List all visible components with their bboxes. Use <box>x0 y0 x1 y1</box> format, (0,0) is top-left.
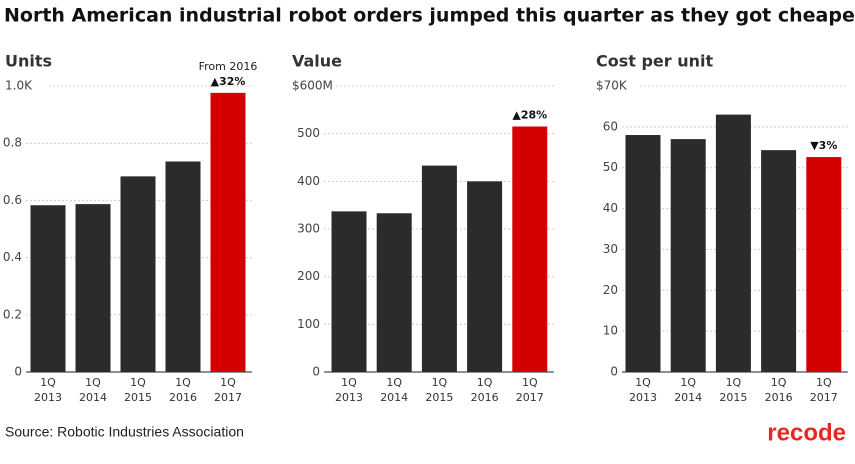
y-tick-label: $70K <box>596 79 628 93</box>
x-tick-line: 1Q <box>771 376 787 389</box>
x-tick-line: 2014 <box>674 391 702 404</box>
x-tick-label: 1Q 2014 <box>380 376 408 404</box>
x-tick-line: 2017 <box>214 391 242 404</box>
y-tick-label: 0.2 <box>3 307 22 321</box>
bar <box>761 150 797 372</box>
y-tick-label: 0 <box>14 365 22 379</box>
bar <box>331 211 367 372</box>
x-tick-label: 1Q 2015 <box>719 376 747 404</box>
x-tick-line: 2016 <box>765 391 793 404</box>
x-tick-label: 1Q 2017 <box>810 376 838 404</box>
x-tick-line: 1Q <box>175 376 191 389</box>
annotation: ▲28% <box>512 109 547 122</box>
x-tick-line: 2013 <box>335 391 363 404</box>
x-tick-line: 1Q <box>40 376 56 389</box>
x-tick-line: 2015 <box>425 391 453 404</box>
bar <box>421 165 457 372</box>
bar <box>210 92 246 372</box>
bar <box>30 205 66 372</box>
x-tick-line: 1Q <box>220 376 236 389</box>
x-tick-label: 1Q 2016 <box>169 376 197 404</box>
x-tick-line: 2014 <box>380 391 408 404</box>
y-tick-label: 30 <box>603 242 618 256</box>
bar <box>75 204 111 372</box>
bar <box>670 139 706 372</box>
x-tick-line: 1Q <box>680 376 696 389</box>
x-tick-label: 1Q 2017 <box>214 376 242 404</box>
x-tick-line: 1Q <box>477 376 493 389</box>
x-tick-line: 1Q <box>432 376 448 389</box>
y-tick-label: 100 <box>297 317 320 331</box>
y-tick-label: 0 <box>312 365 320 379</box>
bar <box>715 114 751 372</box>
bar <box>625 135 661 372</box>
x-tick-line: 1Q <box>341 376 357 389</box>
y-tick-label: $600M <box>292 79 333 93</box>
y-tick-label: 0.8 <box>3 136 22 150</box>
y-tick-label: 20 <box>603 283 618 297</box>
y-tick-label: 200 <box>297 269 320 283</box>
source: Source: Robotic Industries Association <box>5 424 244 440</box>
x-tick-line: 2013 <box>629 391 657 404</box>
y-tick-label: 1.0K <box>5 79 33 93</box>
x-tick-line: 1Q <box>635 376 651 389</box>
panel-title: Units <box>5 52 52 71</box>
x-tick-label: 1Q 2015 <box>425 376 453 404</box>
bar <box>806 157 842 372</box>
bar <box>165 161 201 372</box>
bar <box>512 126 548 373</box>
page-title: North American industrial robot orders j… <box>4 5 855 27</box>
y-tick-label: 400 <box>297 174 320 188</box>
x-tick-line: 1Q <box>386 376 402 389</box>
x-tick-label: 1Q 2016 <box>765 376 793 404</box>
logo: recode <box>767 419 846 446</box>
y-tick-label: 0 <box>610 365 618 379</box>
y-tick-label: 0.4 <box>3 250 22 264</box>
y-tick-label: 300 <box>297 222 320 236</box>
x-tick-line: 1Q <box>816 376 832 389</box>
x-tick-line: 2017 <box>516 391 544 404</box>
bar <box>120 176 156 372</box>
x-tick-line: 2013 <box>34 391 62 404</box>
y-tick-label: 40 <box>603 201 618 215</box>
x-tick-label: 1Q 2017 <box>516 376 544 404</box>
y-tick-label: 50 <box>603 160 618 174</box>
annotation-note: From 2016 <box>199 60 258 73</box>
annotation: ▼3% <box>810 139 837 152</box>
x-tick-line: 1Q <box>130 376 146 389</box>
y-tick-label: 500 <box>297 126 320 140</box>
x-tick-label: 1Q 2014 <box>79 376 107 404</box>
bar <box>376 213 412 372</box>
y-tick-label: 10 <box>603 324 618 338</box>
bar <box>467 181 503 372</box>
panel-title: Cost per unit <box>596 52 714 71</box>
y-tick-label: 0.6 <box>3 193 22 207</box>
x-tick-label: 1Q 2014 <box>674 376 702 404</box>
x-tick-label: 1Q 2013 <box>629 376 657 404</box>
annotation: ▲32% <box>211 75 246 88</box>
x-tick-label: 1Q 2015 <box>124 376 152 404</box>
y-tick-label: 60 <box>603 119 618 133</box>
x-tick-line: 2016 <box>471 391 499 404</box>
x-tick-label: 1Q 2013 <box>34 376 62 404</box>
x-tick-line: 2014 <box>79 391 107 404</box>
x-tick-line: 1Q <box>85 376 101 389</box>
panel-title: Value <box>292 52 342 71</box>
x-tick-line: 1Q <box>726 376 742 389</box>
x-tick-line: 1Q <box>522 376 538 389</box>
x-tick-label: 1Q 2013 <box>335 376 363 404</box>
x-tick-line: 2016 <box>169 391 197 404</box>
x-tick-line: 2015 <box>719 391 747 404</box>
x-tick-line: 2017 <box>810 391 838 404</box>
x-tick-label: 1Q 2016 <box>471 376 499 404</box>
x-tick-line: 2015 <box>124 391 152 404</box>
